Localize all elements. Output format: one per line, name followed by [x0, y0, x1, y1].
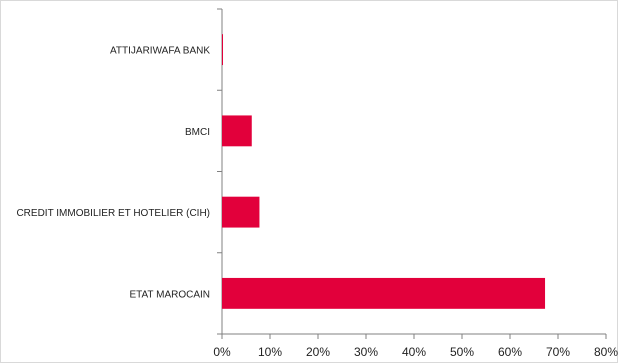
bar-4 — [222, 277, 546, 309]
x-tick-label: 30% — [354, 345, 378, 359]
category-label: ETAT MAROCAIN — [129, 289, 210, 300]
x-tick-label: 60% — [498, 345, 522, 359]
x-tick-label: 80% — [594, 345, 618, 359]
x-tick-label: 70% — [546, 345, 570, 359]
labels: 0% 10% 20% 30% 40% 50% 60% 70% 80% ATTIJARIWAFA B… — [16, 46, 618, 359]
x-tick-label: 20% — [306, 345, 330, 359]
x-tick-label: 50% — [450, 345, 474, 359]
x-tick-label: 10% — [258, 345, 282, 359]
bars — [222, 34, 546, 309]
bar-2 — [222, 115, 252, 147]
category-label: CREDIT IMMOBILIER ET HOTELIER (CIH) — [16, 208, 210, 219]
x-tick-label: 40% — [402, 345, 426, 359]
category-label: BMCI — [185, 127, 210, 138]
x-tick-label: 0% — [213, 345, 231, 359]
bar-3 — [222, 196, 260, 228]
category-label: ATTIJARIWAFA BANK — [110, 46, 210, 57]
bar-1 — [222, 34, 223, 66]
